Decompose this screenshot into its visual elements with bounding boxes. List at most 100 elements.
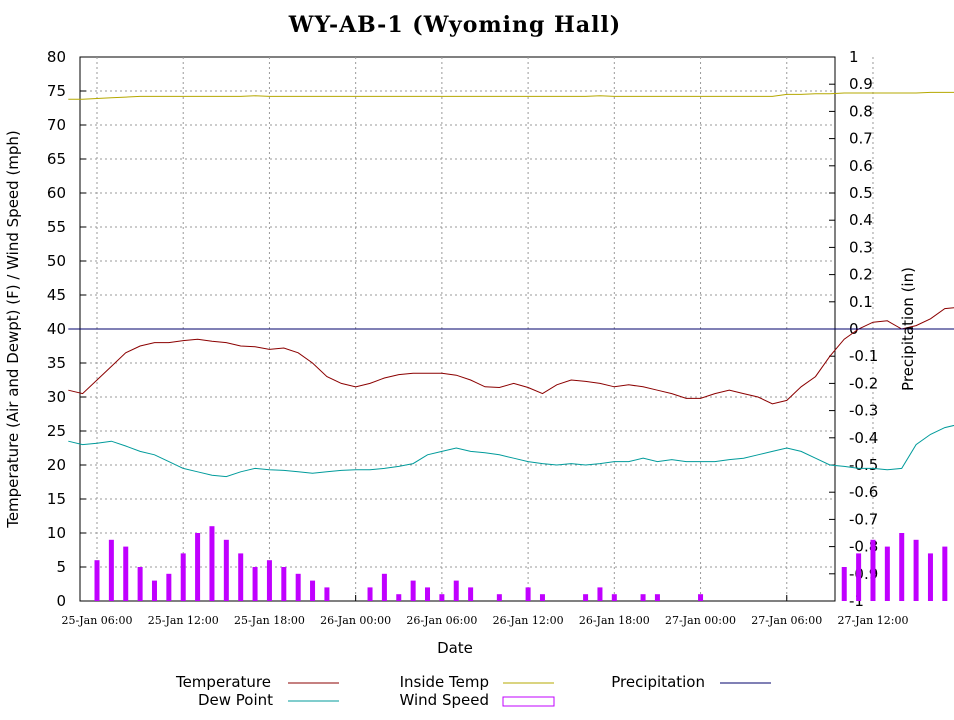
y-left-tick-label: 80 — [47, 48, 66, 66]
y-right-tick-label: 0.6 — [849, 157, 873, 175]
x-tick-label: 27-Jan 12:00 — [837, 614, 908, 627]
y-axis-right-label: Precipitation (in) — [899, 267, 917, 391]
wind-speed-bar — [123, 546, 129, 601]
wind-speed-bar — [942, 546, 948, 601]
wind-speed-bar — [453, 580, 459, 601]
y-left-tick-label: 45 — [47, 286, 66, 304]
wind-speed-bar — [108, 539, 114, 601]
y-axis-left-label: Temperature (Air and Dewpt) (F) / Wind S… — [4, 130, 22, 529]
x-tick-label: 27-Jan 00:00 — [665, 614, 736, 627]
wind-speed-bar — [425, 587, 431, 601]
x-tick-label: 25-Jan 18:00 — [234, 614, 305, 627]
x-tick-label: 27-Jan 06:00 — [751, 614, 822, 627]
wind-speed-bar — [410, 580, 416, 601]
y-right-tick-label: -0.7 — [849, 510, 878, 528]
y-left-tick-label: 40 — [47, 320, 66, 338]
series-inside-temp — [68, 91, 954, 100]
y-left-tick-label: 65 — [47, 150, 66, 168]
wind-speed-bar — [525, 587, 531, 601]
y-right-tick-label: -0.5 — [849, 456, 878, 474]
dew-point-line — [68, 424, 954, 478]
wind-speed-bar — [94, 560, 100, 601]
wind-speed-bar — [166, 573, 172, 601]
wind-speed-bar — [640, 594, 646, 601]
wind-speed-bar — [899, 533, 905, 601]
temperature-line — [68, 307, 954, 405]
wind-speed-bar — [884, 546, 890, 601]
y-right-tick-label: -0.2 — [849, 374, 878, 392]
legend-swatch-wind-speed — [502, 696, 555, 707]
y-left-tick-label: 5 — [56, 558, 66, 576]
y-left-tick-label: 20 — [47, 456, 66, 474]
wind-speed-bar — [927, 553, 933, 601]
y-left-tick-label: 25 — [47, 422, 66, 440]
wind-speed-bar — [496, 594, 502, 601]
wind-speed-bar — [281, 567, 287, 601]
legend: Temperature Dew Point Inside Temp Wind S… — [175, 673, 771, 709]
x-axis-ticks: 25-Jan 06:00 25-Jan 12:00 25-Jan 18:00 26-J… — [62, 595, 908, 627]
legend-label-inside-temp: Inside Temp — [400, 673, 489, 691]
y-right-tick-label: -0.4 — [849, 429, 878, 447]
y-left-tick-label: 15 — [47, 490, 66, 508]
wind-speed-bar — [266, 560, 272, 601]
wind-speed-bar — [583, 594, 589, 601]
series-temperature — [68, 307, 954, 405]
x-tick-label: 26-Jan 00:00 — [320, 614, 391, 627]
wind-speed-bar — [396, 594, 402, 601]
x-tick-label: 26-Jan 12:00 — [493, 614, 564, 627]
x-tick-label: 26-Jan 18:00 — [579, 614, 650, 627]
wind-speed-bar — [611, 594, 617, 601]
wind-speed-bar — [654, 594, 660, 601]
y-left-tick-label: 60 — [47, 184, 66, 202]
wind-speed-bar — [223, 539, 229, 601]
legend-label-dew-point: Dew Point — [198, 691, 273, 709]
wind-speed-bar — [468, 587, 474, 601]
series-dew-point — [68, 424, 954, 478]
y-left-tick-label: 35 — [47, 354, 66, 372]
wind-speed-bar — [381, 573, 387, 601]
wind-speed-bar — [698, 594, 704, 601]
wind-speed-bar — [151, 580, 157, 601]
y-right-tick-label: 0.2 — [849, 266, 873, 284]
series-wind-speed — [94, 526, 948, 601]
wind-speed-bar — [597, 587, 603, 601]
x-tick-label: 26-Jan 06:00 — [406, 614, 477, 627]
y-left-tick-label: 50 — [47, 252, 66, 270]
x-tick-label: 25-Jan 12:00 — [148, 614, 219, 627]
wind-speed-bar — [195, 533, 201, 601]
wind-speed-bar — [367, 587, 373, 601]
wind-speed-bar — [439, 594, 445, 601]
wind-speed-bar — [870, 539, 876, 601]
y-left-tick-label: 30 — [47, 388, 66, 406]
wind-speed-bar — [841, 567, 847, 601]
wind-speed-bar — [913, 539, 919, 601]
y-right-tick-label: 0.3 — [849, 238, 873, 256]
y-left-tick-label: 0 — [56, 592, 66, 610]
legend-label-wind-speed: Wind Speed — [400, 691, 490, 709]
y-right-tick-label: 0.1 — [849, 293, 873, 311]
y-right-tick-label: 0.5 — [849, 184, 873, 202]
wind-speed-bar — [209, 526, 215, 601]
x-axis-label: Date — [437, 639, 473, 657]
y-left-tick-label: 70 — [47, 116, 66, 134]
series-group — [68, 91, 954, 601]
inside-temp-line — [68, 91, 954, 100]
y-left-tick-label: 55 — [47, 218, 66, 236]
wind-speed-bar — [252, 567, 258, 601]
y-right-tick-label: 0.9 — [849, 75, 873, 93]
y-left-tick-label: 10 — [47, 524, 66, 542]
chart-title: WY-AB-1 (Wyoming Hall) — [288, 12, 621, 38]
y-right-tick-label: -0.6 — [849, 483, 878, 501]
y-right-tick-label: -0.3 — [849, 402, 878, 420]
wind-speed-bar — [295, 573, 301, 601]
wind-speed-bar — [137, 567, 143, 601]
wind-speed-bar — [856, 553, 862, 601]
x-tick-label: 25-Jan 06:00 — [62, 614, 133, 627]
legend-label-precipitation: Precipitation — [611, 673, 705, 691]
wind-speed-bar — [310, 580, 316, 601]
y-right-tick-label: -0.1 — [849, 347, 878, 365]
y-right-tick-label: 0.4 — [849, 211, 873, 229]
wind-speed-bar — [180, 553, 186, 601]
y-right-tick-label: 0.8 — [849, 102, 873, 120]
